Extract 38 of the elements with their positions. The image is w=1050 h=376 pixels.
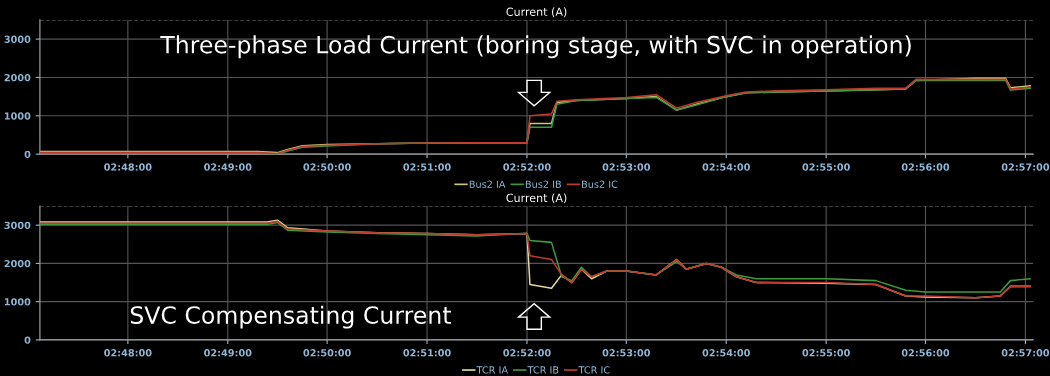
x-tick-label: 02:49:00 [204, 349, 252, 357]
x-tick-label: 02:48:00 [104, 349, 152, 357]
chart-title: Current (A) [506, 193, 567, 204]
x-tick-label: 02:52:00 [503, 349, 551, 357]
x-tick-label: 02:57:00 [1001, 163, 1050, 171]
x-tick-label: 02:50:00 [303, 163, 351, 171]
y-tick-label: 0 [24, 336, 31, 344]
x-tick-label: 02:54:00 [702, 349, 750, 357]
x-tick-label: 02:55:00 [802, 163, 850, 171]
x-tick-label: 02:51:00 [403, 163, 451, 171]
x-tick-label: 02:52:00 [503, 163, 551, 171]
y-tick-label: 2000 [4, 73, 31, 82]
legend-label: TCR IB [527, 366, 559, 374]
y-tick-label: 3000 [4, 35, 31, 43]
y-tick-label: 1000 [4, 298, 31, 306]
legend-label: Bus2 IB [525, 180, 561, 188]
x-tick-label: 02:51:00 [403, 349, 451, 357]
x-tick-label: 02:57:00 [1001, 349, 1050, 357]
y-tick-label: 3000 [4, 221, 31, 229]
x-tick-label: 02:54:00 [702, 163, 750, 171]
y-tick-label: 2000 [4, 259, 31, 268]
legend-label: TCR IC [578, 366, 610, 374]
x-tick-label: 02:48:00 [104, 163, 152, 171]
x-tick-label: 02:49:00 [204, 163, 252, 171]
y-tick-label: 1000 [4, 112, 31, 120]
x-tick-label: 02:50:00 [303, 349, 351, 357]
x-tick-label: 02:56:00 [901, 163, 950, 171]
legend-label: Bus2 IA [469, 180, 506, 188]
x-tick-label: 02:53:00 [602, 163, 651, 171]
x-tick-label: 02:53:00 [602, 349, 651, 357]
annotation: Three-phase Load Current (boring stage, with SVC in operation) [160, 35, 911, 59]
x-tick-label: 02:56:00 [901, 349, 950, 357]
x-tick-label: 02:55:00 [802, 349, 850, 357]
legend-label: Bus2 IC [582, 180, 618, 188]
annotation: SVC Compensating Current [130, 305, 451, 329]
y-tick-label: 0 [24, 150, 31, 158]
chart-title: Current (A) [506, 7, 567, 18]
legend-label: TCR IA [476, 366, 508, 374]
